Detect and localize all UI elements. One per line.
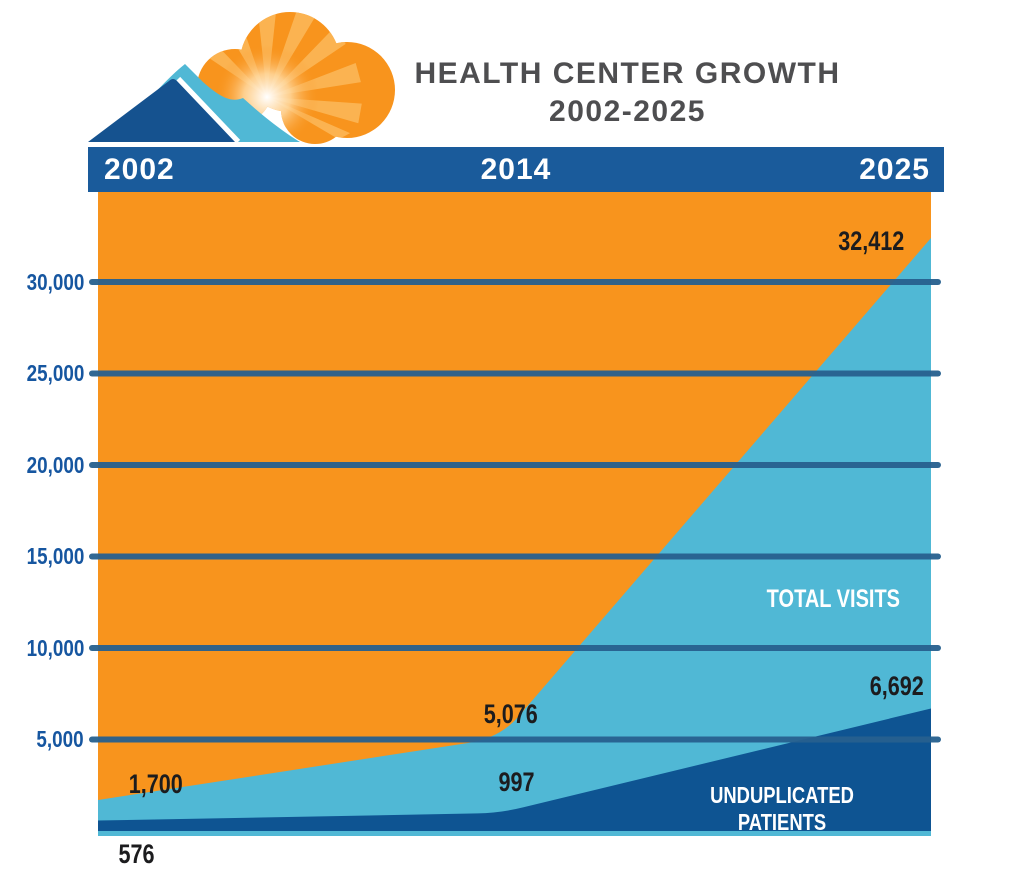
slope-gap bbox=[175, 76, 241, 144]
year-label-2025: 2025 bbox=[859, 153, 930, 186]
ytick-10000: 10,000 bbox=[26, 635, 84, 661]
sunrise-logo bbox=[88, 12, 395, 144]
ytick-5000: 5,000 bbox=[36, 726, 84, 752]
total-visits-area bbox=[98, 238, 931, 836]
ytick-30000: 30,000 bbox=[26, 269, 84, 295]
gridlines bbox=[89, 279, 941, 743]
unduplicated-patients-area bbox=[98, 708, 931, 836]
timeline-header-bar: 2002 2014 2025 bbox=[88, 147, 944, 192]
chart-title-line2: 2002-2025 bbox=[549, 95, 706, 128]
patients-2002-label: 576 bbox=[118, 839, 156, 869]
chart-title: HEALTH CENTER GROWTH 2002-2025 bbox=[390, 55, 865, 131]
visits-2025-label: 32,412 bbox=[837, 226, 905, 256]
unduplicated-patients-series-label: UNDUPLICATED PATIENTS bbox=[710, 782, 854, 835]
year-label-2002: 2002 bbox=[104, 153, 175, 186]
year-label-2014: 2014 bbox=[480, 153, 552, 186]
visits-2014-label: 5,076 bbox=[483, 699, 539, 729]
area-chart-plot bbox=[89, 192, 941, 836]
patients-2025-label: 6,692 bbox=[869, 671, 925, 701]
baseline-strip bbox=[98, 831, 931, 836]
ytick-25000: 25,000 bbox=[26, 360, 84, 386]
patients-2014-label: 997 bbox=[498, 767, 536, 797]
ytick-20000: 20,000 bbox=[26, 452, 84, 478]
visits-2002-label: 1,700 bbox=[128, 769, 184, 799]
mountain-icon bbox=[88, 79, 235, 142]
total-visits-series-label: TOTAL VISITS bbox=[766, 585, 900, 613]
ytick-15000: 15,000 bbox=[26, 543, 84, 569]
chart-title-line1: HEALTH CENTER GROWTH bbox=[414, 57, 841, 90]
